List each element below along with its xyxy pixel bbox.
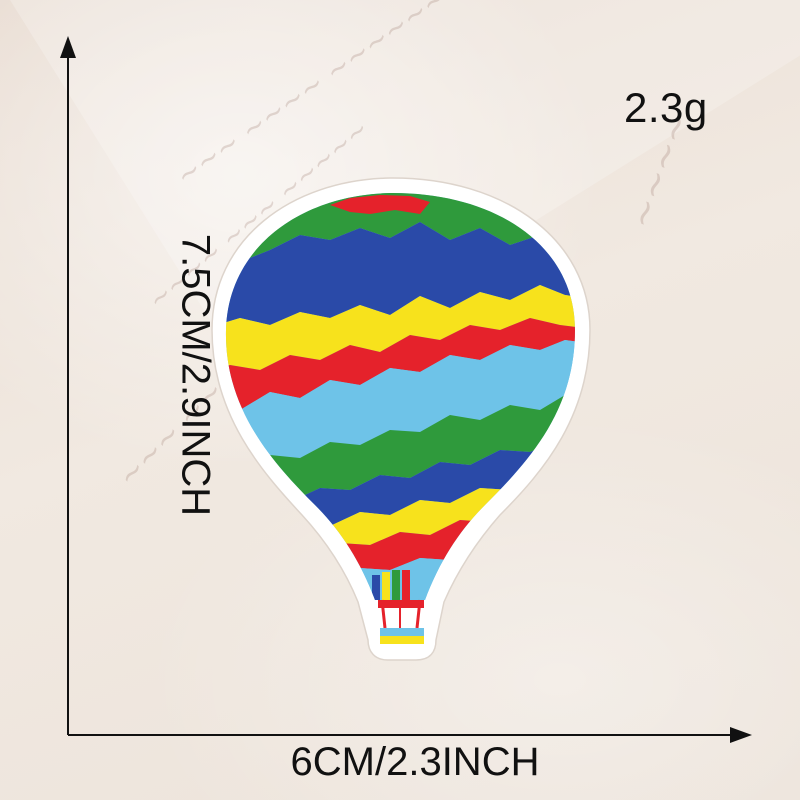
width-dimension-label: 6CM/2.3INCH: [290, 740, 540, 784]
height-dimension-text: 7.5CM/2.9INCH: [173, 233, 218, 517]
arrow-right-icon: [730, 727, 752, 743]
arrow-up-icon: [60, 36, 76, 58]
balloon-basket: [378, 599, 424, 644]
balloon-stripes: [225, 192, 575, 601]
weight-label: 2.3g: [624, 84, 708, 131]
